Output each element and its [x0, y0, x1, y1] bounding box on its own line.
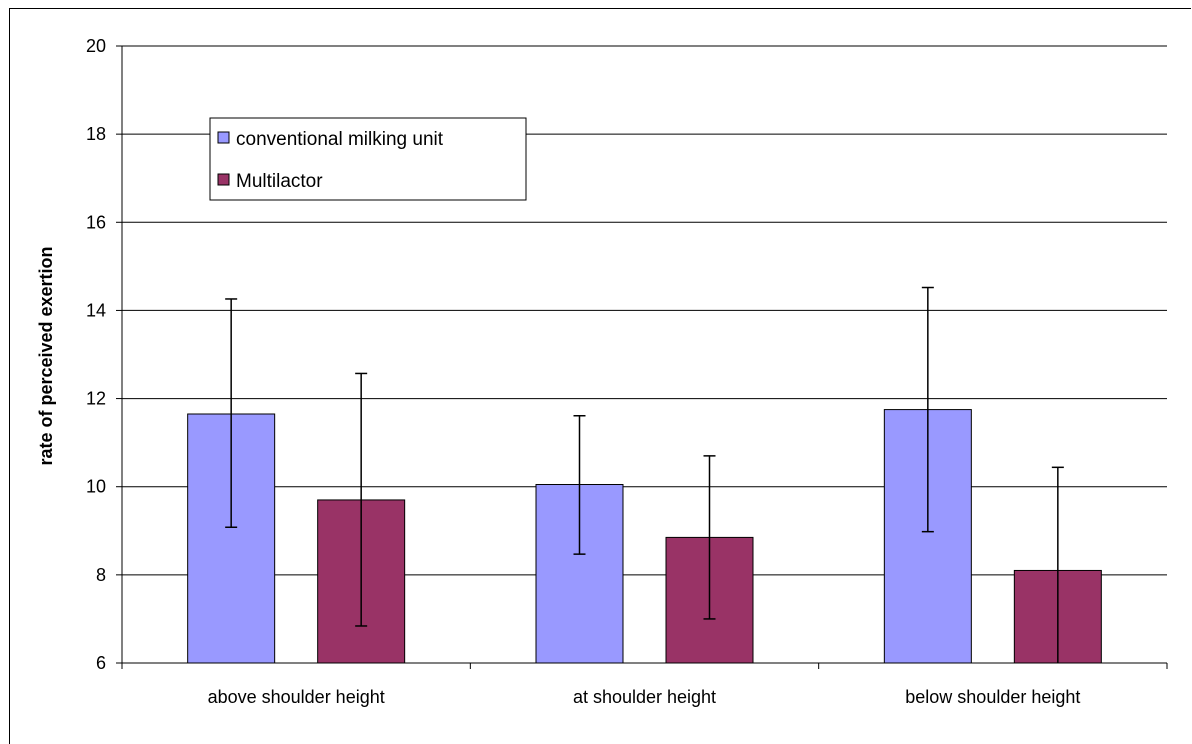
- legend-swatch-conventional: [217, 131, 230, 144]
- y-tick-labels: 6 8 10 12 14 16 18 20: [86, 36, 122, 673]
- y-tick-label: 10: [86, 477, 106, 497]
- legend-label-conventional: conventional milking unit: [236, 129, 444, 150]
- y-tick-label: 18: [86, 124, 106, 144]
- y-tick-label: 16: [86, 212, 106, 232]
- gridlines: [122, 45, 1167, 576]
- chart-frame: [9, 8, 1191, 744]
- legend-label-multilactor: Multilactor: [236, 171, 323, 192]
- y-tick-label: 6: [96, 653, 106, 673]
- error-bars: [225, 286, 1064, 663]
- legend-box: [209, 117, 527, 201]
- legend-swatch-multilactor: [217, 173, 230, 186]
- legend: conventional milking unit Multilactor: [209, 117, 527, 201]
- y-tick-label: 8: [96, 565, 106, 585]
- bars: [187, 409, 1102, 664]
- y-tick-label: 14: [86, 300, 106, 320]
- x-category-labels: above shoulder height at shoulder height b…: [208, 687, 1081, 707]
- x-category-label: at shoulder height: [573, 687, 716, 707]
- y-axis-label: rate of perceived exertion: [36, 246, 56, 465]
- x-category-label: above shoulder height: [208, 687, 385, 707]
- x-category-label: below shoulder height: [905, 687, 1080, 707]
- axes: [121, 46, 1168, 669]
- y-tick-label: 20: [86, 36, 106, 56]
- y-tick-label: 12: [86, 389, 106, 409]
